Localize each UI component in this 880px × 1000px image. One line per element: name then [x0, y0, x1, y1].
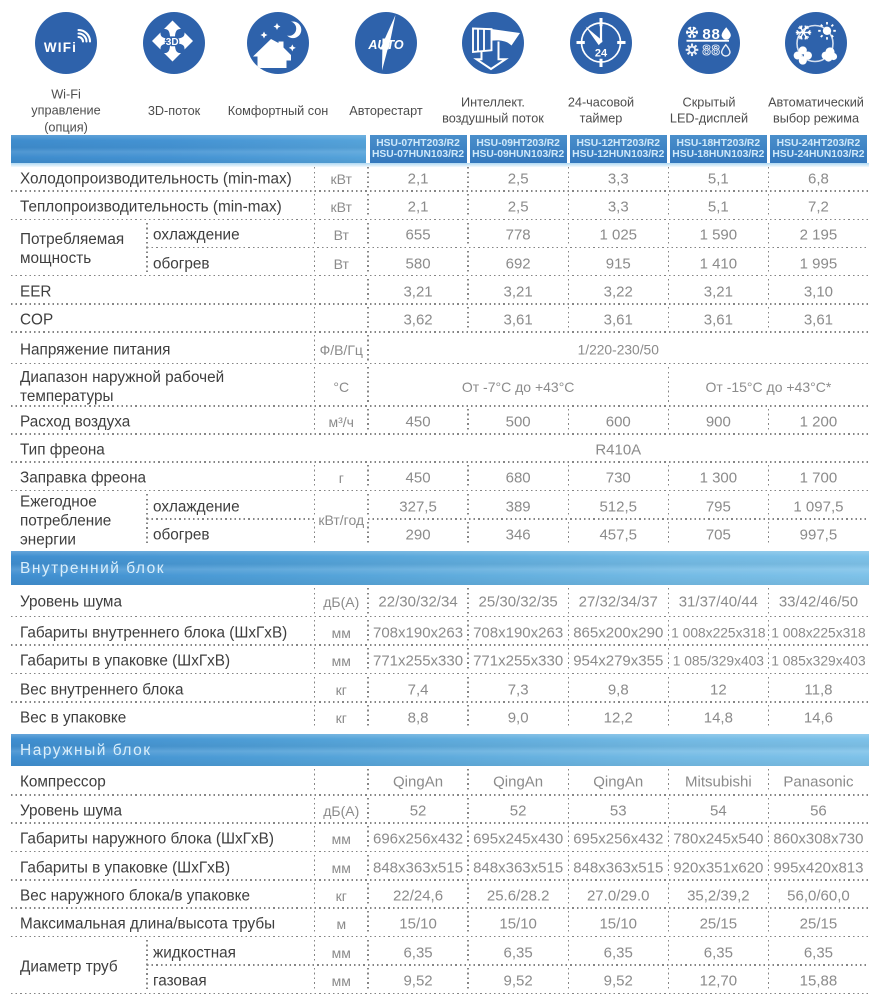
svg-text:88: 88 [702, 42, 720, 59]
svg-text:AUTO: AUTO [367, 38, 403, 52]
svg-text:24: 24 [595, 48, 608, 60]
svg-text:88: 88 [702, 26, 720, 43]
svg-text:3D: 3D [166, 37, 179, 48]
svg-text:WIFi: WIFi [44, 40, 77, 55]
